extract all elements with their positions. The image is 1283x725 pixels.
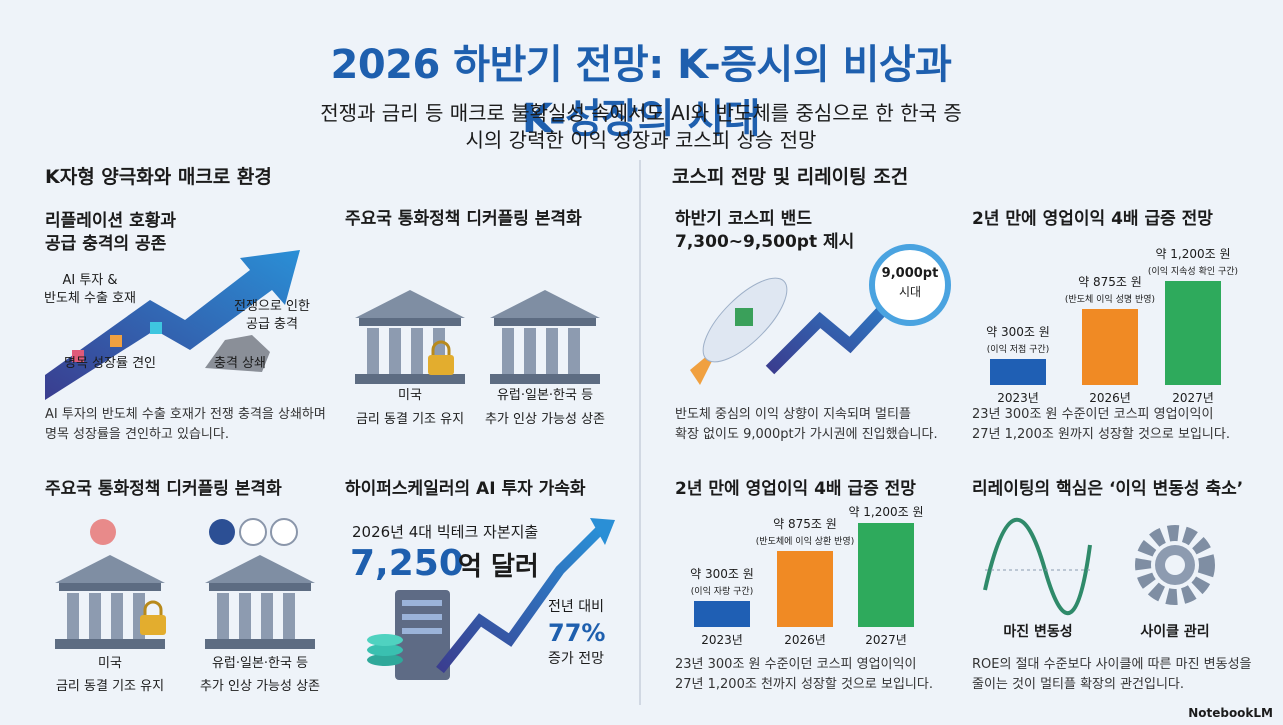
- panel-title: 리레이팅의 핵심은 ‘이익 변동성 축소’: [972, 479, 1244, 499]
- description: 23년 300조 원 수준이던 코스피 영업이익이 27년 1,200조 천까지…: [675, 657, 933, 692]
- label: 사이클 관리: [1140, 624, 1210, 640]
- x-tick-label: 2027년: [1172, 391, 1214, 405]
- caption: 2026년 4대 빅테크 자본지출: [352, 523, 539, 541]
- label: 유럽·일본·한국 등: [496, 388, 594, 403]
- panel-title: 주요국 통화정책 디커플링 본격화: [45, 479, 282, 499]
- badge-note: 시대: [898, 285, 922, 299]
- label: 충격 상쇄: [214, 356, 266, 371]
- x-tick-label: 2026년: [1089, 391, 1131, 405]
- label: 미국: [398, 388, 422, 403]
- amount: 7,250: [350, 543, 464, 584]
- description: ROE의 절대 수준보다 사이클에 따른 마진 변동성을 줄이는 것이 멀티플 …: [972, 657, 1252, 692]
- bar-note: (이익 저점 구간): [986, 345, 1050, 355]
- bank-icon: [490, 290, 600, 384]
- value-label: 약 875조 원: [1078, 275, 1142, 290]
- label: 미국: [98, 656, 122, 671]
- badge-text: 9,000pt: [881, 266, 939, 281]
- bar: [858, 523, 914, 627]
- bank-icon: [205, 555, 315, 649]
- bar: [694, 601, 750, 627]
- growth-arrow: [45, 250, 300, 400]
- label: 추가 인상 가능성 상존: [199, 679, 321, 694]
- label: 유럽·일본·한국 등: [211, 656, 309, 671]
- bar: [1165, 281, 1221, 385]
- bar: [777, 551, 833, 627]
- label: AI 투자 & 반도체 수출 호재: [44, 273, 136, 306]
- panel-title: 2년 만에 영업이익 4배 급증 전망: [675, 479, 916, 499]
- panel-title: 리플레이션 호황과 공급 충격의 공존: [45, 211, 177, 254]
- bar-note: (이익 자랑 구간): [690, 587, 754, 597]
- title: 2026 하반기 전망: K-증시의 비상과 K-성장의 시대: [330, 42, 952, 142]
- bar-note: (반도체에 이익 상환 반영): [755, 537, 855, 548]
- bar-note: (반도체 이익 성명 반영): [1064, 295, 1156, 306]
- brand: NotebookLM: [1188, 706, 1273, 720]
- growth: 77%: [548, 619, 606, 647]
- bar-note: (이익 지속성 확인 구간): [1147, 267, 1239, 277]
- panel-title: 하반기 코스피 밴드 7,300~9,500pt 제시: [675, 209, 855, 252]
- margin-curve: [983, 518, 1092, 616]
- label: 전쟁으로 인한 공급 충격: [234, 299, 310, 332]
- label: 증가 전망: [548, 651, 604, 667]
- value-label: 약 300조 원: [986, 325, 1050, 339]
- value-label: 약 1,200조 원: [848, 505, 924, 519]
- description: AI 투자의 반도체 수출 호재가 전쟁 충격을 상쇄하며 명목 성장률을 견인…: [45, 407, 326, 442]
- gear: [1135, 525, 1215, 605]
- label: 금리 동결 기조 유지: [55, 679, 165, 694]
- label: 전년 대비: [548, 599, 604, 615]
- badge: [869, 244, 951, 326]
- value-label: 약 875조 원: [773, 517, 837, 532]
- value-label: 약 1,200조 원: [1155, 247, 1231, 261]
- x-tick-label: 2026년: [784, 633, 826, 647]
- bar: [1082, 309, 1138, 385]
- section-heading: 코스피 전망 및 리레이팅 조건: [672, 166, 909, 188]
- label: 추가 인상 가능성 상존: [484, 412, 606, 427]
- amount-unit: 억 달러: [458, 552, 539, 582]
- server: [395, 590, 450, 680]
- panel-title: 주요국 통화정책 디커플링 본격화: [345, 209, 582, 229]
- x-tick-label: 2023년: [997, 391, 1039, 405]
- label: 명목 성장률 견인: [64, 356, 156, 371]
- label: 금리 동결 기조 유지: [355, 412, 465, 427]
- label: 마진 변동성: [1003, 624, 1073, 640]
- rocks: [205, 335, 270, 372]
- x-tick-label: 2027년: [865, 633, 907, 647]
- bar: [990, 359, 1046, 385]
- section-heading: K자형 양극화와 매크로 환경: [45, 166, 272, 188]
- panel-title: 2년 만에 영업이익 4배 급증 전망: [972, 209, 1213, 229]
- subtitle: 전쟁과 금리 등 매크로 불확실성 속에서도 AI와 반도체를 중심으로 한 한…: [320, 101, 962, 152]
- x-tick-label: 2023년: [701, 633, 743, 647]
- description: 23년 300조 원 수준이던 코스피 영업이익이 27년 1,200조 원까지…: [972, 407, 1230, 442]
- value-label: 약 300조 원: [690, 567, 754, 581]
- panel-title: 하이퍼스케일러의 AI 투자 가속화: [345, 479, 586, 499]
- description: 반도체 중심의 이익 상향이 지속되며 멀티플 확장 없이도 9,000pt가 …: [675, 407, 938, 442]
